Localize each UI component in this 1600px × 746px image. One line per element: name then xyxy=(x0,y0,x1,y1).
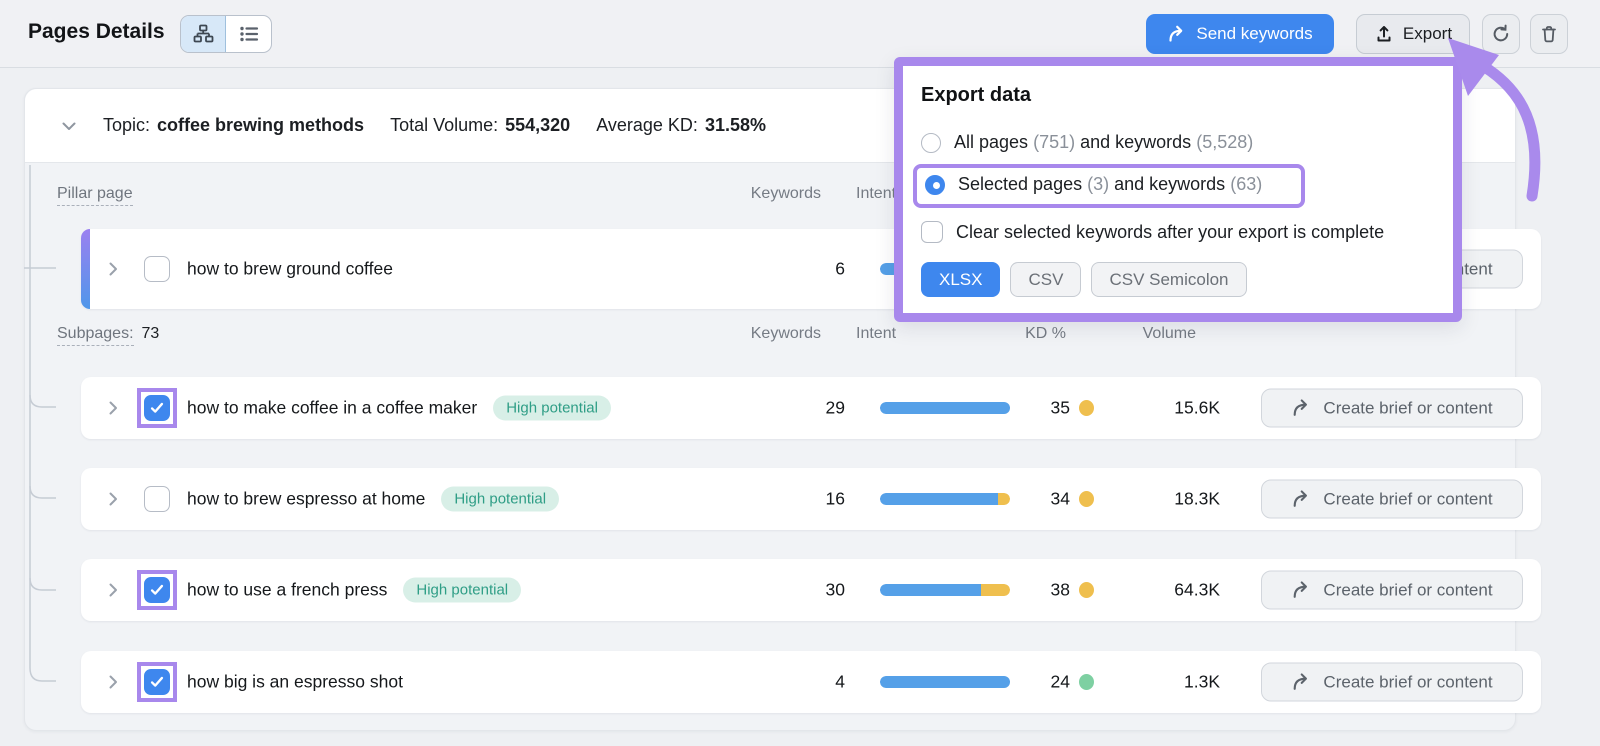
volume-cell: 64.3K xyxy=(1070,580,1220,601)
export-option-all-label: All pages (751) and keywords (5,528) xyxy=(954,132,1253,153)
tree-view-toggle[interactable] xyxy=(181,16,226,52)
subpages-header-row: Subpages: 73 Keywords Intent KD % Volume xyxy=(57,325,1517,351)
clear-keywords-label: Clear selected keywords after your expor… xyxy=(956,222,1384,243)
forward-arrow-icon xyxy=(1291,398,1312,419)
volume-cell: 1.3K xyxy=(1070,672,1220,693)
export-label: Export xyxy=(1403,24,1452,44)
topic-label: Topic: xyxy=(103,115,150,136)
csv-semicolon-button[interactable]: CSV Semicolon xyxy=(1091,262,1246,297)
forward-arrow-icon xyxy=(1291,489,1312,510)
column-keywords: Keywords xyxy=(57,185,821,203)
create-brief-label: Create brief or content xyxy=(1323,398,1492,418)
create-brief-label: Create brief or content xyxy=(1323,489,1492,509)
create-brief-button[interactable]: Create brief or content xyxy=(1261,389,1523,428)
view-toggle xyxy=(180,15,272,53)
list-view-toggle[interactable] xyxy=(226,16,271,52)
create-brief-label: Create brief or content xyxy=(1323,672,1492,692)
hierarchy-icon xyxy=(192,23,214,45)
kd-cell: 38 xyxy=(870,580,1070,601)
radio-unselected-icon[interactable] xyxy=(921,133,941,153)
upload-icon xyxy=(1374,24,1394,44)
keywords-cell: 30 xyxy=(81,580,845,601)
create-brief-button[interactable]: Create brief or content xyxy=(1261,480,1523,519)
table-row: how big is an espresso shot 4 24 1.3K Cr… xyxy=(81,651,1541,713)
send-keywords-label: Send keywords xyxy=(1196,24,1312,44)
radio-selected-icon[interactable] xyxy=(925,175,945,195)
forward-arrow-icon xyxy=(1291,672,1312,693)
volume-cell: 15.6K xyxy=(1070,398,1220,419)
csv-button[interactable]: CSV xyxy=(1010,262,1081,297)
column-intent: Intent xyxy=(856,185,896,203)
export-option-all[interactable]: All pages (751) and keywords (5,528) xyxy=(921,132,1253,153)
total-volume-value: 554,320 xyxy=(505,115,570,136)
volume-cell: 18.3K xyxy=(1070,489,1220,510)
keywords-cell: 16 xyxy=(81,489,845,510)
total-volume-label: Total Volume: xyxy=(390,115,498,136)
send-keywords-button[interactable]: Send keywords xyxy=(1146,14,1334,54)
export-popup-title: Export data xyxy=(921,84,1031,107)
forward-arrow-icon xyxy=(1167,24,1187,44)
refresh-button[interactable] xyxy=(1482,14,1520,54)
average-kd-value: 31.58% xyxy=(705,115,766,136)
list-icon xyxy=(238,23,260,45)
forward-arrow-icon xyxy=(1291,580,1312,601)
create-brief-label: Create brief or content xyxy=(1323,580,1492,600)
export-option-selected-label: Selected pages (3) and keywords (63) xyxy=(958,174,1262,195)
clear-keywords-option[interactable]: Clear selected keywords after your expor… xyxy=(921,221,1384,243)
table-row: how to use a french pressHigh potential … xyxy=(81,559,1541,621)
create-brief-button[interactable]: Create brief or content xyxy=(1261,571,1523,610)
trash-icon xyxy=(1539,24,1559,44)
keywords-cell: 29 xyxy=(81,398,845,419)
column-volume: Volume xyxy=(1046,325,1196,343)
table-row: how to brew espresso at homeHigh potenti… xyxy=(81,468,1541,530)
topic-summary: Topic: coffee brewing methods Total Volum… xyxy=(103,115,766,136)
delete-button[interactable] xyxy=(1530,14,1568,54)
pages-details-screen: Pages Details xyxy=(0,0,1600,746)
refresh-icon xyxy=(1491,24,1511,44)
page-title: Pages Details xyxy=(28,20,165,44)
export-option-selected[interactable]: Selected pages (3) and keywords (63) xyxy=(925,174,1262,195)
kd-cell: 34 xyxy=(870,489,1070,510)
export-format-buttons: XLSX CSV CSV Semicolon xyxy=(921,262,1247,297)
xlsx-button[interactable]: XLSX xyxy=(921,262,1000,297)
kd-cell: 35 xyxy=(870,398,1070,419)
export-popup: Export data All pages (751) and keywords… xyxy=(894,57,1462,322)
topic-value: coffee brewing methods xyxy=(157,115,364,136)
chevron-down-icon[interactable] xyxy=(59,116,79,136)
checkbox-unchecked-icon[interactable] xyxy=(921,221,943,243)
kd-cell: 24 xyxy=(870,672,1070,693)
create-brief-button[interactable]: Create brief or content xyxy=(1261,663,1523,702)
export-button[interactable]: Export xyxy=(1356,14,1470,54)
average-kd-label: Average KD: xyxy=(596,115,698,136)
column-keywords: Keywords xyxy=(57,325,821,343)
keywords-cell: 6 xyxy=(81,259,845,280)
table-row: how to make coffee in a coffee makerHigh… xyxy=(81,377,1541,439)
keywords-cell: 4 xyxy=(81,672,845,693)
column-kd: KD % xyxy=(866,325,1066,343)
